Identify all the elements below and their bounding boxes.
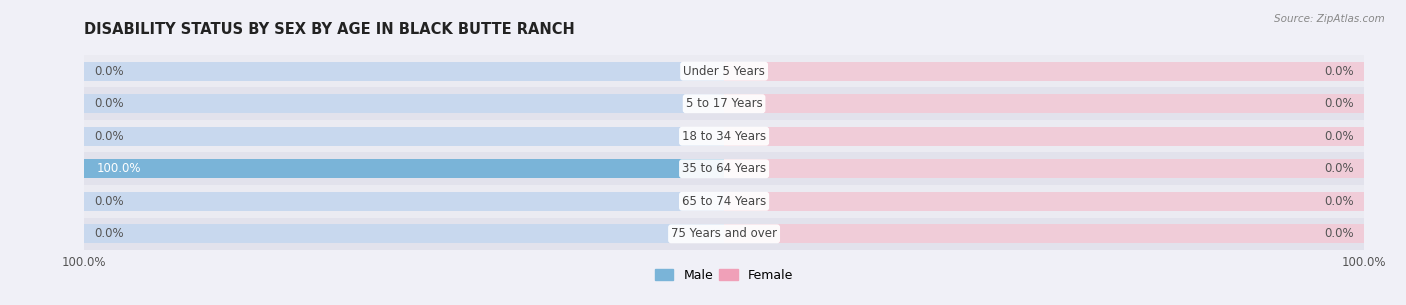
Text: 35 to 64 Years: 35 to 64 Years bbox=[682, 162, 766, 175]
Bar bbox=[84, 159, 724, 178]
Bar bbox=[84, 217, 1364, 250]
Bar bbox=[724, 94, 1364, 113]
Text: Source: ZipAtlas.com: Source: ZipAtlas.com bbox=[1274, 14, 1385, 24]
Text: 5 to 17 Years: 5 to 17 Years bbox=[686, 97, 762, 110]
Text: 0.0%: 0.0% bbox=[94, 130, 124, 143]
Text: 65 to 74 Years: 65 to 74 Years bbox=[682, 195, 766, 208]
Text: 0.0%: 0.0% bbox=[1324, 130, 1354, 143]
Legend: Male, Female: Male, Female bbox=[650, 264, 799, 287]
Bar bbox=[84, 62, 724, 81]
Bar bbox=[724, 192, 1364, 211]
Text: 0.0%: 0.0% bbox=[1324, 97, 1354, 110]
Bar bbox=[84, 88, 1364, 120]
Bar bbox=[84, 185, 1364, 217]
Bar bbox=[724, 127, 1364, 146]
Bar bbox=[84, 192, 724, 211]
Text: 0.0%: 0.0% bbox=[1324, 65, 1354, 78]
Text: Under 5 Years: Under 5 Years bbox=[683, 65, 765, 78]
Bar bbox=[724, 159, 1364, 178]
Text: 0.0%: 0.0% bbox=[1324, 227, 1354, 240]
Bar bbox=[84, 127, 724, 146]
Text: DISABILITY STATUS BY SEX BY AGE IN BLACK BUTTE RANCH: DISABILITY STATUS BY SEX BY AGE IN BLACK… bbox=[84, 22, 575, 37]
Bar bbox=[84, 55, 1364, 88]
Bar bbox=[724, 224, 1364, 243]
Text: 18 to 34 Years: 18 to 34 Years bbox=[682, 130, 766, 143]
Text: 0.0%: 0.0% bbox=[94, 97, 124, 110]
Text: 100.0%: 100.0% bbox=[97, 162, 142, 175]
Bar bbox=[84, 94, 724, 113]
Text: 0.0%: 0.0% bbox=[1324, 162, 1354, 175]
Bar bbox=[84, 224, 724, 243]
Text: 0.0%: 0.0% bbox=[1324, 195, 1354, 208]
Bar bbox=[84, 120, 1364, 152]
Bar bbox=[724, 62, 1364, 81]
Text: 75 Years and over: 75 Years and over bbox=[671, 227, 778, 240]
Text: 0.0%: 0.0% bbox=[94, 65, 124, 78]
Bar bbox=[84, 159, 724, 178]
Text: 0.0%: 0.0% bbox=[94, 227, 124, 240]
Text: 0.0%: 0.0% bbox=[94, 195, 124, 208]
Bar bbox=[84, 152, 1364, 185]
